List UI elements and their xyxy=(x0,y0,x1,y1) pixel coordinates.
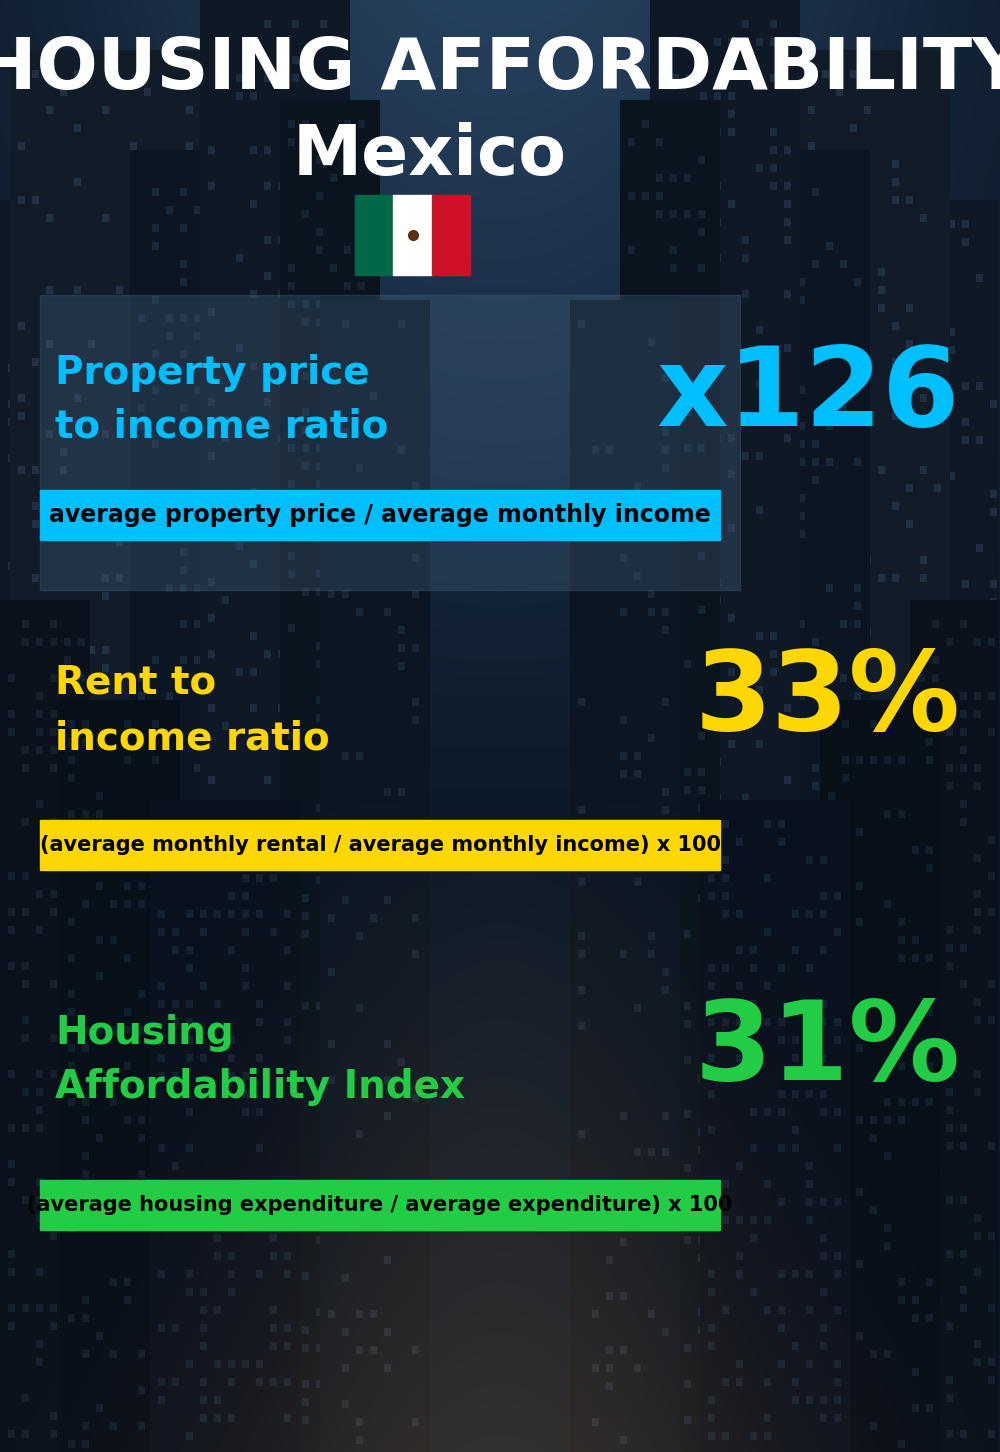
Text: x126: x126 xyxy=(656,341,960,449)
Text: (average monthly rental / average monthly income) x 100: (average monthly rental / average monthl… xyxy=(40,835,720,855)
Bar xyxy=(393,195,432,274)
Bar xyxy=(432,195,470,274)
Text: HOUSING AFFORDABILITY: HOUSING AFFORDABILITY xyxy=(0,35,1000,105)
Text: Housing
Affordability Index: Housing Affordability Index xyxy=(55,1015,465,1105)
Bar xyxy=(40,489,720,540)
Text: Rent to
income ratio: Rent to income ratio xyxy=(55,664,330,756)
Text: 31%: 31% xyxy=(694,996,960,1104)
Text: 33%: 33% xyxy=(694,646,960,754)
Bar xyxy=(40,295,740,590)
Text: Property price
to income ratio: Property price to income ratio xyxy=(55,354,388,446)
Text: Mexico: Mexico xyxy=(293,122,567,189)
Text: (average housing expenditure / average expenditure) x 100: (average housing expenditure / average e… xyxy=(27,1195,733,1215)
Bar xyxy=(355,195,393,274)
Bar xyxy=(40,820,720,870)
Text: average property price / average monthly income: average property price / average monthly… xyxy=(49,502,711,527)
Bar xyxy=(40,1180,720,1230)
